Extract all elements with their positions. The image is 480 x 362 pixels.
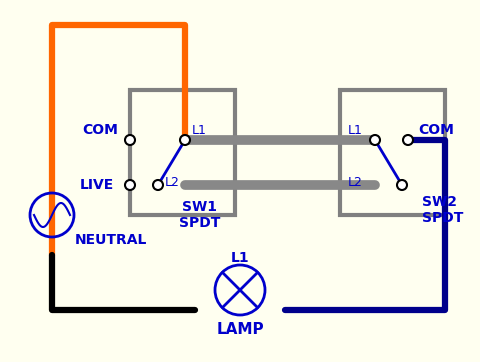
Text: L1: L1 bbox=[192, 123, 206, 136]
Circle shape bbox=[125, 180, 135, 190]
Circle shape bbox=[402, 135, 412, 145]
Text: SW2
SPDT: SW2 SPDT bbox=[421, 195, 462, 225]
FancyBboxPatch shape bbox=[130, 90, 235, 215]
Text: L1: L1 bbox=[230, 251, 249, 265]
Text: L2: L2 bbox=[348, 177, 362, 189]
Circle shape bbox=[369, 135, 379, 145]
Circle shape bbox=[180, 135, 190, 145]
Text: LAMP: LAMP bbox=[216, 323, 263, 337]
Text: NEUTRAL: NEUTRAL bbox=[75, 233, 147, 247]
Circle shape bbox=[153, 180, 163, 190]
FancyBboxPatch shape bbox=[339, 90, 444, 215]
Text: L2: L2 bbox=[165, 177, 180, 189]
Circle shape bbox=[125, 135, 135, 145]
Text: COM: COM bbox=[82, 123, 118, 137]
Text: COM: COM bbox=[417, 123, 453, 137]
Text: LIVE: LIVE bbox=[80, 178, 114, 192]
Text: SW1
SPDT: SW1 SPDT bbox=[179, 200, 220, 230]
Text: L1: L1 bbox=[348, 123, 362, 136]
Circle shape bbox=[396, 180, 406, 190]
